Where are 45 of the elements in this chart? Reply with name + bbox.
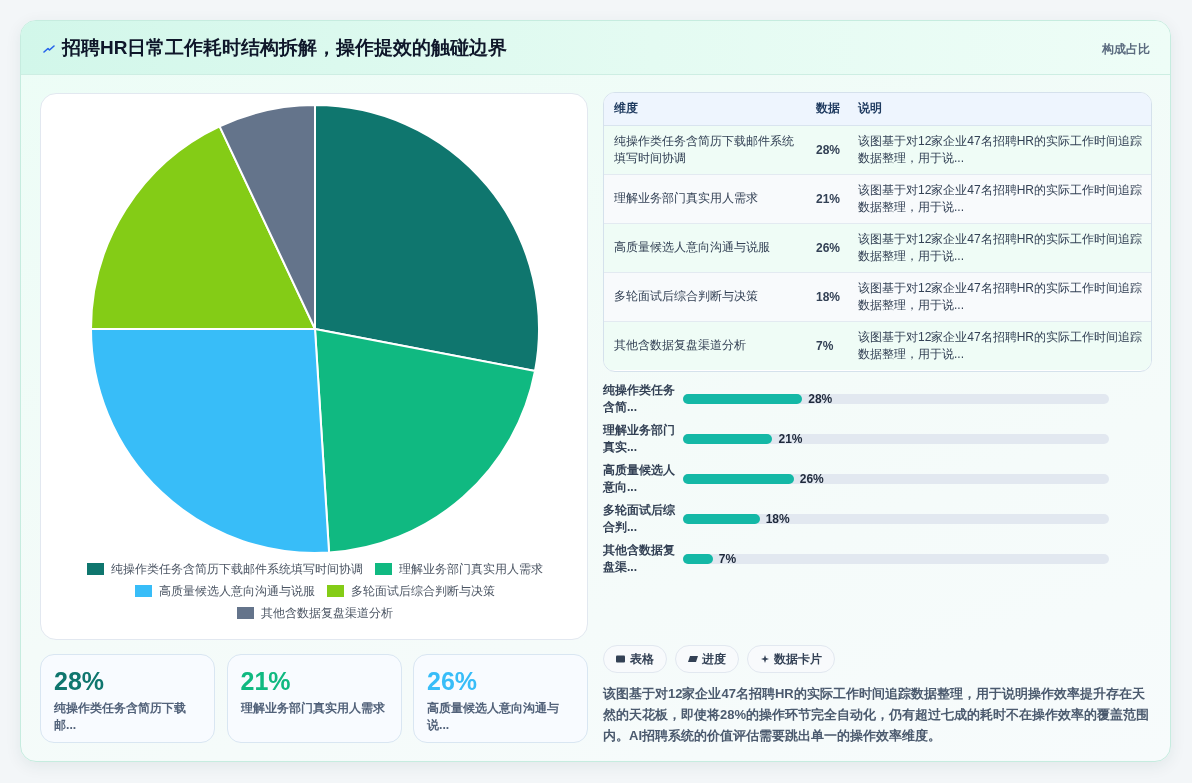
text: 7% [816, 338, 834, 353]
text: 21% [240, 667, 291, 695]
text: 该图基于对12家企业47名招聘HR的实际工作时间追踪数据整理，用于说... [857, 132, 1144, 167]
legend-label: 其他含数据复盘渠道分析 [261, 606, 393, 620]
text: 18% [816, 289, 841, 304]
legend-label: 多轮面试后综合判断与决策 [351, 584, 495, 598]
category-label: 纯操作类任务含简历下载邮件系统填写时间协调 [613, 132, 795, 167]
data-label: 21% [778, 431, 803, 447]
text: 构成占比 [1102, 41, 1150, 57]
text: 说明 [857, 100, 883, 118]
data-label: 28% [808, 391, 833, 407]
category-label: 进度 [702, 652, 726, 666]
text: 该图基于对12家企业47名招聘HR的实际工作时间追踪数据整理，用于说... [857, 181, 1144, 216]
category-label: 高质量候选人意向沟通与说服 [613, 239, 771, 256]
data-label: 7% [718, 551, 737, 567]
data-label: 18% [765, 511, 790, 527]
text: 26% [816, 240, 841, 255]
text: 21% [816, 191, 841, 206]
y-tick-label: 多轮面试后综合判... [603, 502, 676, 536]
text: 数据 [815, 100, 841, 118]
y-tick-label: 高质量候选人意向... [603, 462, 676, 496]
category-label: 理解业务部门真实用人需求 [240, 700, 386, 717]
text: 该图基于对12家企业47名招聘HR的实际工作时间追踪数据整理，用于说明操作效率提升存在天然的天花板，即使将28%的操作环节完全自动化，仍有超过七成的耗时不在操作效率的覆盖范围内。AI招聘系统的价值评估需要跳出单一的操作效率维度。 [603, 685, 1151, 745]
category-label: 理解业务部门真实用人需求 [613, 190, 759, 207]
text: 26% [427, 667, 478, 695]
y-tick-label: 理解业务部门真实... [603, 422, 676, 456]
category-label: 其他含数据复盘渠道分析 [613, 337, 747, 355]
legend-label: 高质量候选人意向沟通与说服 [159, 584, 315, 598]
text: 该图基于对12家企业47名招聘HR的实际工作时间追踪数据整理，用于说... [857, 328, 1144, 363]
category-label: 纯操作类任务含简历下载邮... [54, 700, 187, 734]
text: 28% [816, 142, 841, 157]
category-label: 数据卡片 [774, 652, 822, 666]
legend-label: 纯操作类任务含简历下载邮件系统填写时间协调 [111, 562, 363, 576]
text: 该图基于对12家企业47名招聘HR的实际工作时间追踪数据整理，用于说... [857, 279, 1144, 314]
y-tick-label: 纯操作类任务含简... [603, 382, 676, 416]
category-label: 高质量候选人意向沟通与说... [427, 700, 560, 734]
data-label: 26% [799, 471, 824, 487]
legend-label: 理解业务部门真实用人需求 [399, 562, 543, 576]
category-label: 多轮面试后综合判断与决策 [613, 288, 759, 305]
text: 该图基于对12家企业47名招聘HR的实际工作时间追踪数据整理，用于说... [857, 230, 1144, 265]
y-tick-label: 其他含数据复盘渠... [603, 542, 676, 576]
category-label: 表格 [630, 652, 654, 666]
text: 招聘HR日常工作耗时结构拆解，操作提效的触碰边界 [62, 36, 508, 60]
text: 28% [54, 667, 105, 695]
text: 维度 [613, 100, 639, 118]
